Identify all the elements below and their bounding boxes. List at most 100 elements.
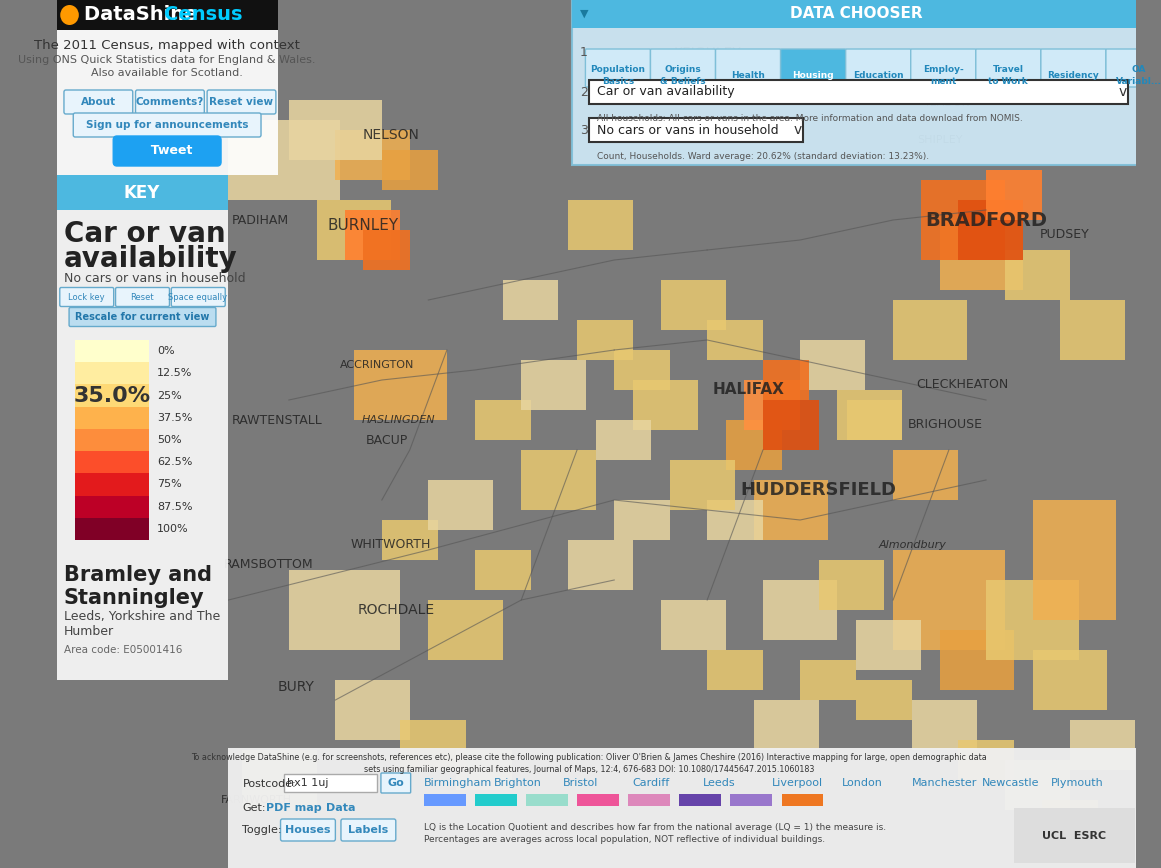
Text: BRIGHOUSE: BRIGHOUSE xyxy=(908,418,982,431)
FancyBboxPatch shape xyxy=(281,819,336,841)
Bar xyxy=(763,400,819,450)
Text: No cars or vans in household: No cars or vans in household xyxy=(597,123,778,136)
Text: Count, Households. Ward average: 20.62% (standard deviation: 13.23%).: Count, Households. Ward average: 20.62% … xyxy=(597,152,929,161)
Bar xyxy=(958,200,1023,260)
Bar xyxy=(572,0,1139,28)
Text: WHITWORTH: WHITWORTH xyxy=(351,538,432,551)
Text: BURY: BURY xyxy=(277,680,315,694)
Text: Brighton: Brighton xyxy=(493,778,541,788)
Bar xyxy=(336,130,410,180)
Text: Manchester: Manchester xyxy=(911,778,978,788)
Text: 3: 3 xyxy=(579,123,587,136)
Text: Travel: Travel xyxy=(993,65,1024,75)
Text: ROCHDALE: ROCHDALE xyxy=(358,603,434,617)
Bar xyxy=(726,420,781,470)
Text: BINGLEY: BINGLEY xyxy=(692,95,741,105)
FancyBboxPatch shape xyxy=(172,287,225,306)
Text: Space equally: Space equally xyxy=(168,293,228,301)
Bar xyxy=(57,30,277,175)
Bar xyxy=(986,170,1041,220)
Text: Toggle:: Toggle: xyxy=(243,825,282,835)
Text: Liverpool: Liverpool xyxy=(772,778,823,788)
FancyBboxPatch shape xyxy=(975,49,1041,87)
Bar xyxy=(75,429,150,451)
Text: Newcastle: Newcastle xyxy=(981,778,1039,788)
Bar xyxy=(289,100,382,160)
Text: Education: Education xyxy=(853,70,903,80)
Text: 12.5%: 12.5% xyxy=(157,368,193,378)
Text: Almondbury: Almondbury xyxy=(879,540,946,550)
Bar xyxy=(679,794,721,806)
Bar xyxy=(939,630,1014,690)
Bar xyxy=(503,280,558,320)
Text: Car or van availability: Car or van availability xyxy=(597,86,734,98)
Bar xyxy=(289,570,401,650)
Bar xyxy=(1069,720,1134,770)
Bar xyxy=(57,0,277,30)
Text: DATA CHOOSER: DATA CHOOSER xyxy=(789,6,922,22)
Text: KEIGHLEY: KEIGHLEY xyxy=(673,46,741,60)
Bar xyxy=(614,350,670,390)
Bar xyxy=(730,794,772,806)
Bar xyxy=(317,200,391,260)
Bar xyxy=(1041,800,1097,840)
Bar xyxy=(57,175,229,680)
Text: Cardiff: Cardiff xyxy=(633,778,670,788)
Text: Labels: Labels xyxy=(348,825,388,835)
FancyBboxPatch shape xyxy=(114,136,221,166)
Bar xyxy=(661,600,726,650)
FancyBboxPatch shape xyxy=(381,773,411,793)
Text: Rescale for current view: Rescale for current view xyxy=(74,312,209,322)
Text: Car or van: Car or van xyxy=(64,220,225,248)
Text: KEY: KEY xyxy=(124,184,160,202)
Bar xyxy=(75,518,150,540)
Text: PUDSEY: PUDSEY xyxy=(1040,228,1090,241)
Bar xyxy=(401,720,466,770)
Bar xyxy=(336,680,410,740)
Bar xyxy=(707,650,763,690)
Text: Percentages are averages across local population, NOT reflective of individual b: Percentages are averages across local po… xyxy=(424,836,824,845)
Bar xyxy=(763,580,837,640)
Text: 2: 2 xyxy=(579,86,587,98)
FancyBboxPatch shape xyxy=(116,287,170,306)
Text: Lock key: Lock key xyxy=(68,293,104,301)
Text: HUDDERSFIELD: HUDDERSFIELD xyxy=(741,481,896,499)
Text: BACUP: BACUP xyxy=(366,433,408,446)
Bar xyxy=(856,680,911,720)
Text: Also available for Scotland.: Also available for Scotland. xyxy=(92,68,243,78)
Bar xyxy=(633,380,698,430)
Bar xyxy=(707,500,763,540)
Bar xyxy=(345,210,401,260)
Bar xyxy=(229,748,1135,868)
Text: ACCRINGTON: ACCRINGTON xyxy=(340,360,414,370)
Text: Reset: Reset xyxy=(130,293,154,301)
Text: London: London xyxy=(842,778,882,788)
Text: v: v xyxy=(793,123,801,137)
Text: BURNLEY: BURNLEY xyxy=(327,218,399,233)
Text: Comments?: Comments? xyxy=(136,97,204,107)
Text: availability: availability xyxy=(64,245,238,273)
Bar xyxy=(475,794,517,806)
Bar xyxy=(781,794,823,806)
Text: YEADON: YEADON xyxy=(923,98,971,108)
Bar xyxy=(707,320,763,360)
Text: ment: ment xyxy=(930,76,957,86)
Bar xyxy=(229,120,340,200)
Text: SHIPLEY: SHIPLEY xyxy=(917,135,964,145)
Text: 37.5%: 37.5% xyxy=(157,413,193,423)
Text: Bristol: Bristol xyxy=(563,778,598,788)
Text: BRADFORD: BRADFORD xyxy=(925,211,1047,229)
Text: Area code: E05001416: Area code: E05001416 xyxy=(64,645,182,655)
Text: 75%: 75% xyxy=(157,479,181,490)
Text: Origins: Origins xyxy=(664,65,701,75)
Text: 100%: 100% xyxy=(157,524,188,534)
Bar xyxy=(893,300,967,360)
FancyBboxPatch shape xyxy=(136,90,204,114)
Text: Bramley and: Bramley and xyxy=(64,565,212,585)
FancyBboxPatch shape xyxy=(715,49,780,87)
Text: v: v xyxy=(1118,85,1127,99)
Bar xyxy=(1060,300,1125,360)
Bar xyxy=(958,740,1014,780)
Text: Residency: Residency xyxy=(1047,70,1099,80)
Text: 0%: 0% xyxy=(157,346,174,356)
